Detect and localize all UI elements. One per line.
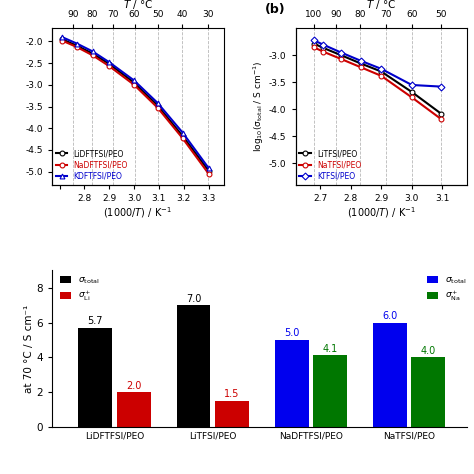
- Text: 6.0: 6.0: [382, 311, 397, 321]
- Bar: [117, 392, 151, 427]
- Bar: [411, 357, 445, 427]
- Bar: [274, 340, 309, 427]
- NaTFSI/PEO: [409, 94, 415, 100]
- KTFSI/PEO: [311, 37, 317, 43]
- Text: (b): (b): [264, 3, 285, 16]
- Legend: LiTFSI/PEO, NaTFSI/PEO, KTFSI/PEO: LiTFSI/PEO, NaTFSI/PEO, KTFSI/PEO: [299, 149, 361, 181]
- NaTFSI/PEO: [338, 56, 344, 62]
- NaTFSI/PEO: [311, 45, 317, 50]
- NaTFSI/PEO: [320, 49, 326, 55]
- LiTFSI/PEO: [409, 89, 415, 95]
- Bar: [373, 322, 407, 427]
- NaDFTFSI/PEO: [107, 64, 112, 69]
- NaDFTFSI/PEO: [131, 82, 137, 88]
- Text: 2.0: 2.0: [126, 381, 141, 391]
- LiDFTFSI/PEO: [59, 36, 65, 42]
- LiDFTFSI/PEO: [206, 168, 211, 173]
- Bar: [79, 328, 112, 427]
- Y-axis label: at 70 °C / S cm⁻¹: at 70 °C / S cm⁻¹: [24, 304, 34, 392]
- LiDFTFSI/PEO: [74, 43, 80, 49]
- KTFSI/PEO: [409, 82, 415, 88]
- X-axis label: $(1000/T)$ / K$^{-1}$: $(1000/T)$ / K$^{-1}$: [346, 205, 416, 220]
- KDFTFSI/PEO: [107, 59, 112, 65]
- Line: KDFTFSI/PEO: KDFTFSI/PEO: [60, 35, 211, 171]
- NaDFTFSI/PEO: [180, 136, 185, 141]
- KTFSI/PEO: [338, 50, 344, 55]
- Line: LiDFTFSI/PEO: LiDFTFSI/PEO: [60, 37, 211, 173]
- Text: 7.0: 7.0: [186, 294, 201, 304]
- KDFTFSI/PEO: [180, 130, 185, 136]
- Text: 4.1: 4.1: [322, 344, 337, 354]
- KTFSI/PEO: [438, 84, 444, 90]
- NaTFSI/PEO: [378, 73, 384, 79]
- NaDFTFSI/PEO: [155, 105, 161, 110]
- Line: NaDFTFSI/PEO: NaDFTFSI/PEO: [60, 38, 211, 176]
- NaDFTFSI/PEO: [59, 38, 65, 44]
- Bar: [215, 401, 249, 427]
- Text: 1.5: 1.5: [224, 389, 239, 399]
- Legend: LiDFTFSI/PEO, NaDFTFSI/PEO, KDFTFSI/PEO: LiDFTFSI/PEO, NaDFTFSI/PEO, KDFTFSI/PEO: [56, 149, 128, 181]
- Y-axis label: $\mathrm{log_{10}(\sigma_{total}\ /\ S\ cm^{-1})}$: $\mathrm{log_{10}(\sigma_{total}\ /\ S\ …: [252, 61, 266, 152]
- Line: NaTFSI/PEO: NaTFSI/PEO: [311, 45, 443, 121]
- Text: 4.0: 4.0: [420, 346, 436, 356]
- KDFTFSI/PEO: [155, 100, 161, 106]
- LiTFSI/PEO: [358, 61, 364, 66]
- Text: 5.0: 5.0: [284, 328, 299, 338]
- Bar: [313, 356, 347, 427]
- X-axis label: $T$ / °C: $T$ / °C: [123, 0, 153, 10]
- LiDFTFSI/PEO: [131, 80, 137, 85]
- KDFTFSI/PEO: [59, 34, 65, 40]
- LiDFTFSI/PEO: [107, 61, 112, 67]
- LiDFTFSI/PEO: [180, 133, 185, 139]
- KTFSI/PEO: [378, 66, 384, 72]
- KTFSI/PEO: [320, 42, 326, 47]
- NaTFSI/PEO: [438, 116, 444, 122]
- Line: KTFSI/PEO: KTFSI/PEO: [311, 38, 443, 89]
- KDFTFSI/PEO: [90, 48, 95, 54]
- Text: 5.7: 5.7: [88, 316, 103, 326]
- LiTFSI/PEO: [338, 53, 344, 58]
- NaDFTFSI/PEO: [206, 171, 211, 177]
- LiDFTFSI/PEO: [155, 103, 161, 109]
- LiTFSI/PEO: [311, 41, 317, 46]
- NaTFSI/PEO: [358, 64, 364, 70]
- NaDFTFSI/PEO: [74, 44, 80, 50]
- LiTFSI/PEO: [320, 45, 326, 51]
- KDFTFSI/PEO: [74, 41, 80, 46]
- Legend: $\sigma_{\mathrm{total}}$, $\sigma_{\mathrm{Na}}^{+}$: $\sigma_{\mathrm{total}}$, $\sigma_{\mat…: [424, 272, 471, 307]
- LiTFSI/PEO: [378, 69, 384, 74]
- KTFSI/PEO: [358, 58, 364, 64]
- X-axis label: $T$ / °C: $T$ / °C: [366, 0, 396, 10]
- KDFTFSI/PEO: [206, 165, 211, 171]
- Bar: [176, 305, 210, 427]
- LiTFSI/PEO: [438, 110, 444, 116]
- X-axis label: $(1000/T)$ / K$^{-1}$: $(1000/T)$ / K$^{-1}$: [103, 205, 173, 220]
- KDFTFSI/PEO: [131, 78, 137, 83]
- Line: LiTFSI/PEO: LiTFSI/PEO: [311, 41, 443, 116]
- LiDFTFSI/PEO: [90, 51, 95, 56]
- NaDFTFSI/PEO: [90, 53, 95, 58]
